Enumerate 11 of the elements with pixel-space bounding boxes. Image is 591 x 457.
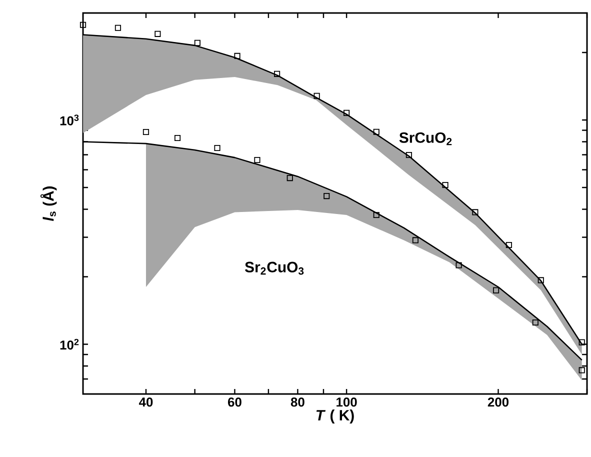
annotation: SrCuO$_{2}$ [399, 132, 452, 146]
x-tick-label: 40 [138, 398, 153, 407]
x-axis-title: T ( K) [316, 410, 354, 424]
x-tick-label: 200 [488, 398, 509, 407]
y-tick-label: 10$^{2}$ [60, 338, 79, 350]
annotation: Sr$_{2}$CuO$_{3}$ [244, 262, 304, 275]
x-tick-label: 100 [336, 398, 357, 407]
x-tick-label: 60 [228, 398, 242, 407]
x-tick-label: 80 [290, 398, 304, 407]
y-tick-label: 10$^{3}$ [60, 114, 79, 126]
y-axis-title: l$_{s}$ (Å) [40, 186, 57, 222]
